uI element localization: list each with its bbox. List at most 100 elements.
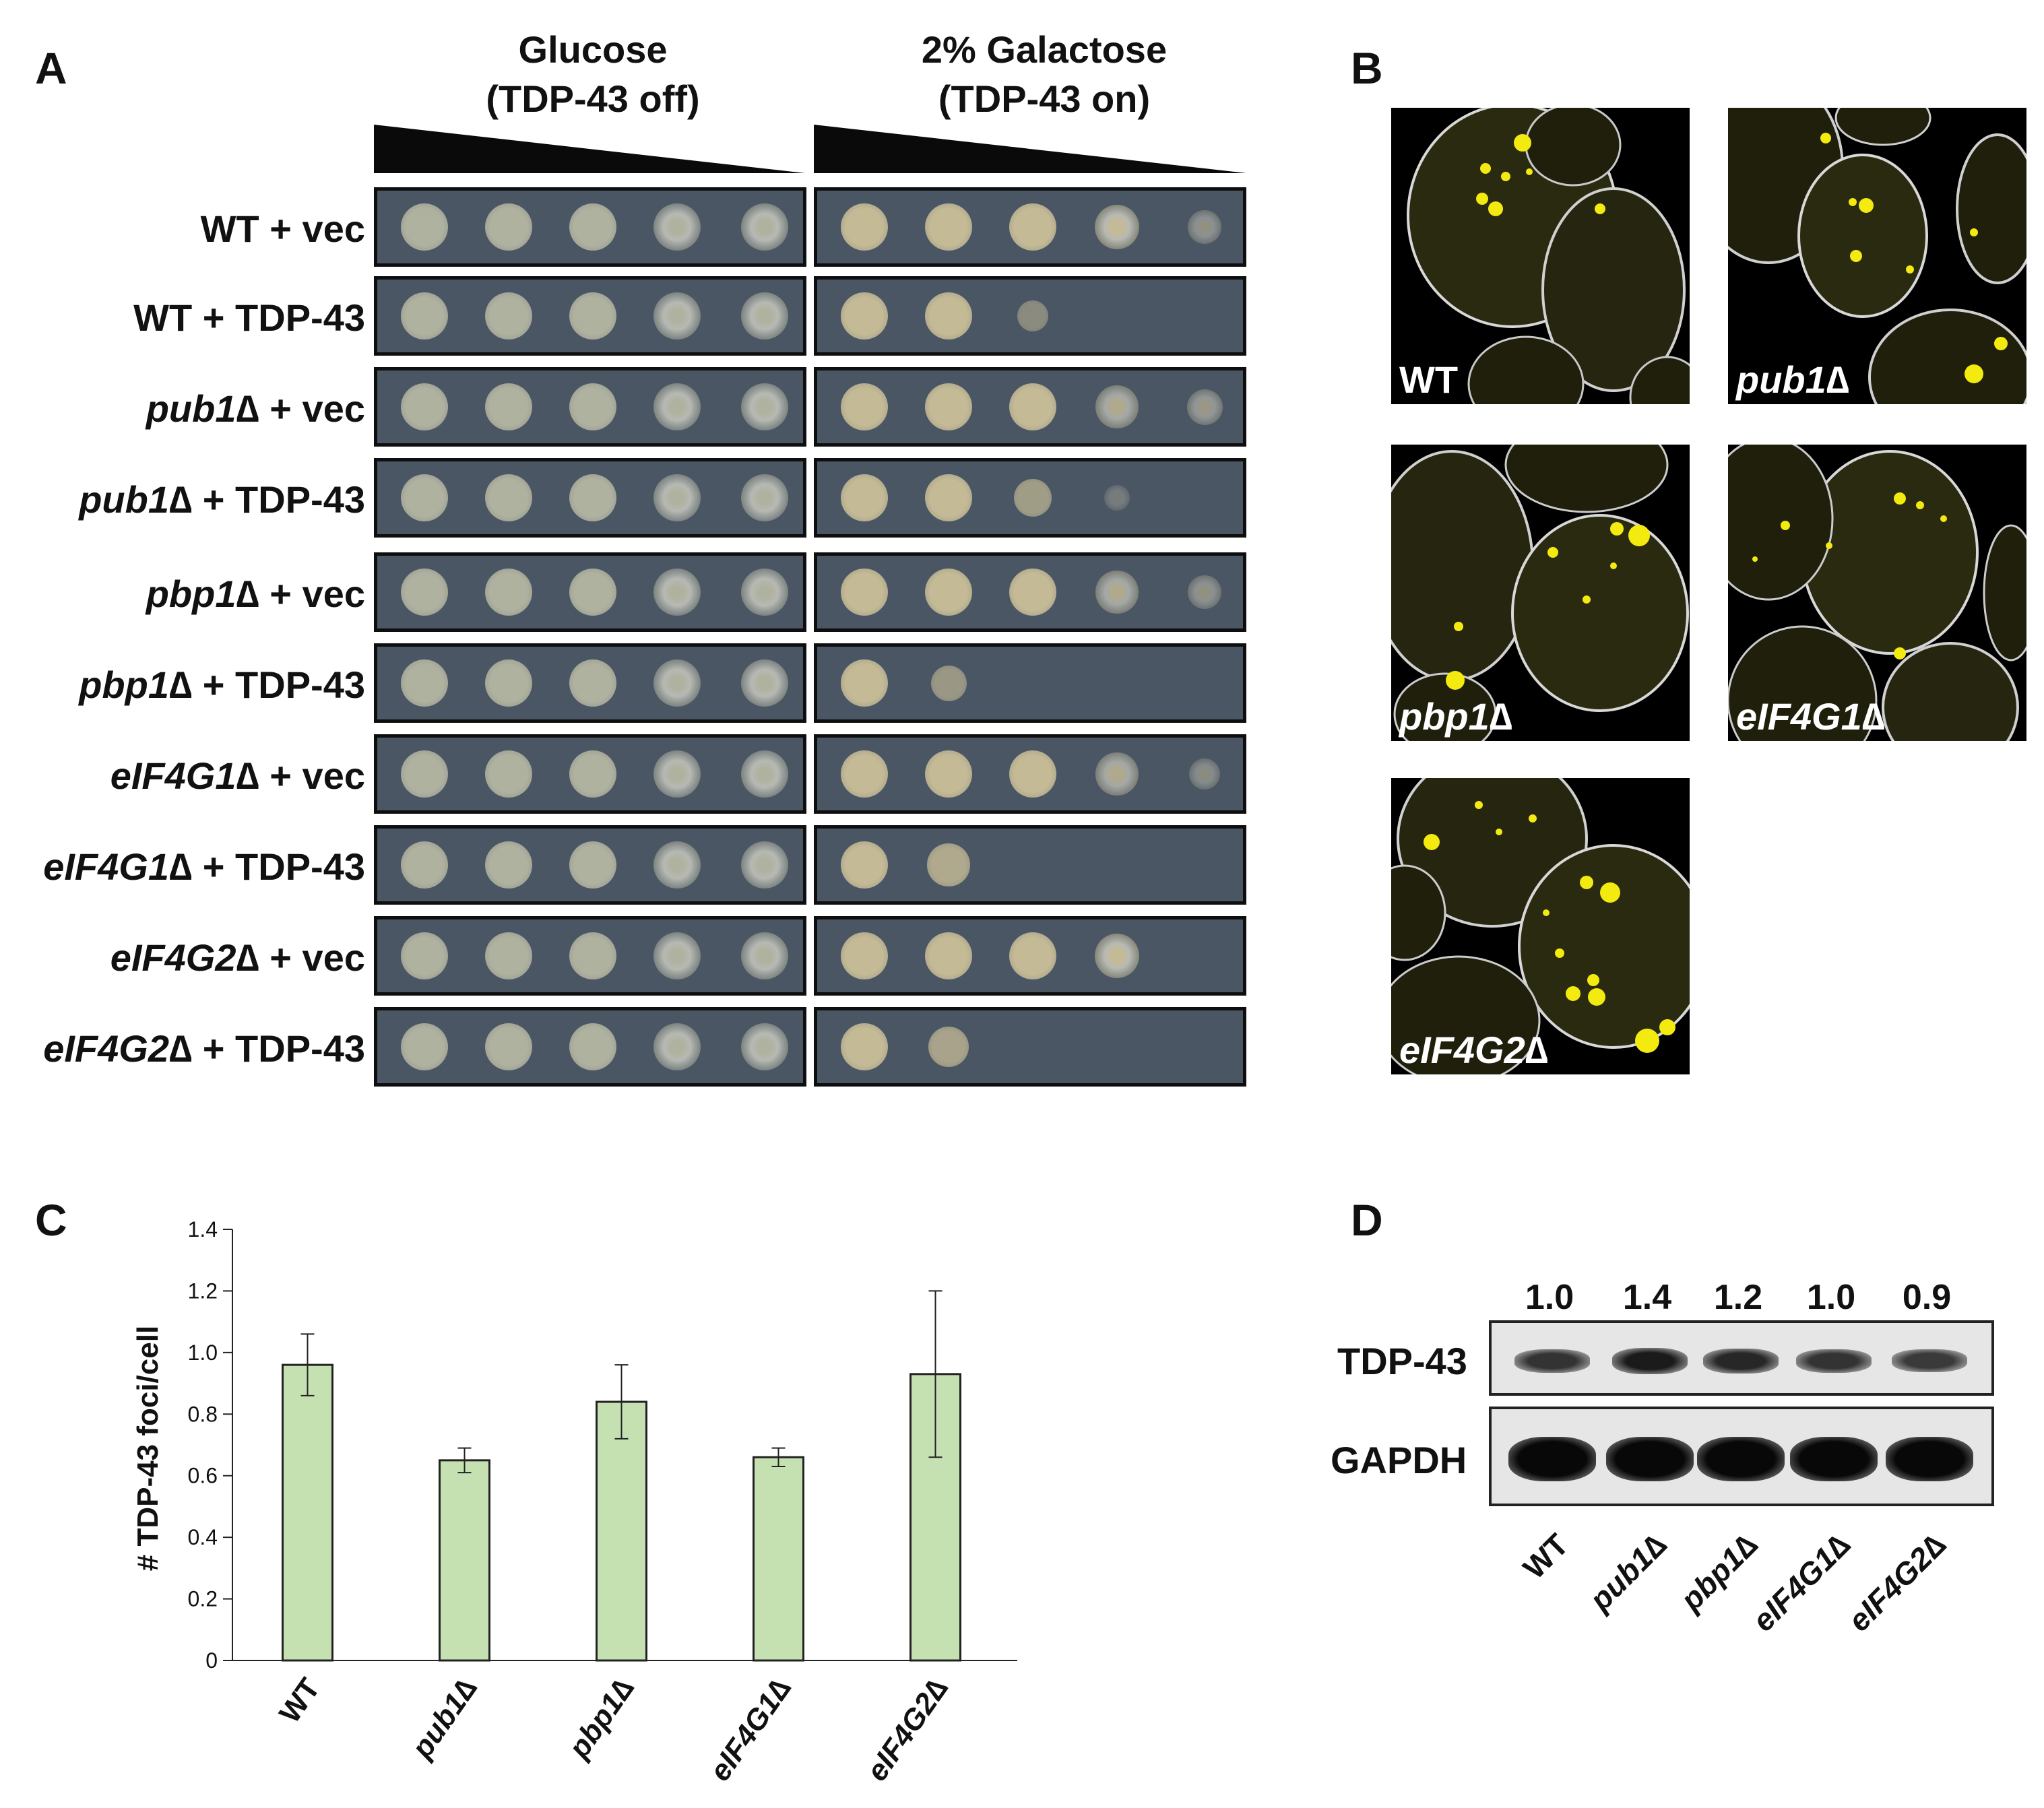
colony-spot bbox=[485, 203, 532, 251]
galactose-title: 2% Galactose (TDP-43 on) bbox=[822, 26, 1267, 124]
row-construct: + vec bbox=[259, 936, 365, 979]
category-label-1: pub1∆ bbox=[405, 1673, 483, 1765]
colony-spot bbox=[401, 659, 448, 707]
row-genotype: pub1∆ bbox=[79, 478, 193, 521]
colony-spot bbox=[1009, 750, 1056, 798]
colony-spot bbox=[741, 383, 788, 430]
row-label: pub1∆ + TDP-43 bbox=[79, 481, 365, 519]
colony-spot bbox=[569, 569, 616, 616]
colony-spot bbox=[741, 659, 788, 707]
colony-spot bbox=[569, 383, 616, 430]
colony-spot bbox=[569, 841, 616, 889]
blot-tdp43 bbox=[1489, 1320, 1994, 1396]
row-construct: + TDP-43 bbox=[192, 664, 365, 706]
blot-gapdh bbox=[1489, 1407, 1994, 1506]
colony-spot bbox=[569, 203, 616, 251]
glucose-plate bbox=[374, 825, 806, 905]
blot-row-label-gapdh: GAPDH bbox=[1331, 1439, 1467, 1481]
gapdh-band bbox=[1790, 1437, 1878, 1481]
row-genotype: eIF4G2∆ bbox=[43, 1027, 193, 1070]
colony-spot bbox=[401, 932, 448, 979]
micrograph-pbp1: pbp1∆ bbox=[1391, 445, 1690, 741]
colony-spot bbox=[741, 203, 788, 251]
row-construct: + TDP-43 bbox=[192, 1027, 365, 1070]
colony-spot bbox=[741, 292, 788, 340]
colony-spot bbox=[485, 750, 532, 798]
category-label-4: eIF4G2∆ bbox=[860, 1673, 955, 1787]
bar-1 bbox=[439, 1459, 490, 1662]
row-genotype: pub1∆ bbox=[146, 387, 259, 430]
row-construct: + vec bbox=[259, 207, 365, 250]
panel-b-letter: B bbox=[1351, 43, 1383, 93]
blot-quant-value: 1.0 bbox=[1525, 1278, 1574, 1317]
gapdh-band bbox=[1606, 1437, 1694, 1481]
colony-spot bbox=[401, 474, 448, 521]
colony-spot bbox=[841, 203, 888, 251]
colony-spot bbox=[485, 841, 532, 889]
galactose-dilution-wedge bbox=[814, 125, 1246, 173]
row-label: pbp1∆ + TDP-43 bbox=[79, 666, 365, 704]
colony-spot bbox=[401, 750, 448, 798]
row-label: eIF4G2∆ + TDP-43 bbox=[43, 1030, 365, 1068]
glucose-plate bbox=[374, 276, 806, 356]
colony-spot bbox=[925, 750, 972, 798]
colony-spot bbox=[653, 1023, 701, 1070]
galactose-plate bbox=[814, 643, 1246, 723]
colony-spot bbox=[485, 659, 532, 707]
tdp43-band bbox=[1612, 1347, 1688, 1374]
colony-spot bbox=[1095, 571, 1139, 614]
colony-spot bbox=[925, 203, 972, 251]
galactose-plate bbox=[814, 187, 1246, 267]
colony-spot bbox=[928, 1027, 969, 1067]
blot-lane-label: pub1∆ bbox=[1583, 1526, 1673, 1617]
colony-spot bbox=[1009, 932, 1056, 979]
colony-spot bbox=[930, 665, 967, 701]
micrograph-wt-image bbox=[1407, 108, 1690, 404]
micrograph-eif4g1-image bbox=[1728, 445, 2026, 741]
colony-spot bbox=[925, 474, 972, 521]
blot-quant-value: 1.0 bbox=[1806, 1278, 1856, 1317]
colony-spot bbox=[1104, 485, 1130, 511]
colony-spot bbox=[653, 932, 701, 979]
row-genotype: eIF4G2∆ bbox=[110, 936, 259, 979]
colony-spot bbox=[925, 932, 972, 979]
row-genotype: pbp1∆ bbox=[79, 664, 193, 706]
glucose-plate bbox=[374, 367, 806, 447]
blot-lane-label: pbp1∆ bbox=[1673, 1526, 1764, 1617]
colony-spot bbox=[569, 292, 616, 340]
colony-spot bbox=[569, 1023, 616, 1070]
blot-lane-label: WT bbox=[1516, 1526, 1576, 1586]
y-tick-label: 0.8 bbox=[188, 1402, 218, 1426]
panel-d-letter: D bbox=[1351, 1195, 1383, 1245]
micrograph-pbp1-image bbox=[1391, 445, 1689, 741]
galactose-plate bbox=[814, 276, 1246, 356]
blot-lane-label: eIF4G1∆ bbox=[1746, 1526, 1857, 1638]
colony-spot bbox=[1095, 752, 1139, 796]
colony-spot bbox=[653, 750, 701, 798]
colony-spot bbox=[841, 292, 888, 340]
colony-spot bbox=[925, 569, 972, 616]
gapdh-band bbox=[1697, 1437, 1785, 1481]
colony-spot bbox=[485, 1023, 532, 1070]
row-label: pub1∆ + vec bbox=[146, 390, 365, 428]
blot-row-label-tdp43: TDP-43 bbox=[1337, 1340, 1467, 1382]
gapdh-band bbox=[1886, 1437, 1973, 1481]
row-construct: + TDP-43 bbox=[192, 296, 365, 339]
tdp43-band bbox=[1796, 1349, 1872, 1373]
row-construct: + vec bbox=[259, 573, 365, 615]
colony-spot bbox=[569, 474, 616, 521]
micrograph-pub1: pub1∆ bbox=[1728, 108, 2026, 404]
colony-spot bbox=[741, 750, 788, 798]
colony-spot bbox=[841, 1023, 888, 1070]
glucose-title: Glucose (TDP-43 off) bbox=[377, 26, 808, 124]
row-genotype: eIF4G1∆ bbox=[43, 845, 193, 888]
y-tick-label: 0.2 bbox=[188, 1587, 218, 1611]
colony-spot bbox=[485, 474, 532, 521]
colony-spot bbox=[741, 841, 788, 889]
row-genotype: eIF4G1∆ bbox=[110, 754, 259, 797]
colony-spot bbox=[401, 383, 448, 430]
row-label: eIF4G1∆ + TDP-43 bbox=[43, 848, 365, 886]
row-genotype: pbp1∆ bbox=[146, 573, 259, 615]
galactose-title-line2: (TDP-43 on) bbox=[938, 77, 1151, 120]
panel-a-letter: A bbox=[35, 43, 67, 93]
